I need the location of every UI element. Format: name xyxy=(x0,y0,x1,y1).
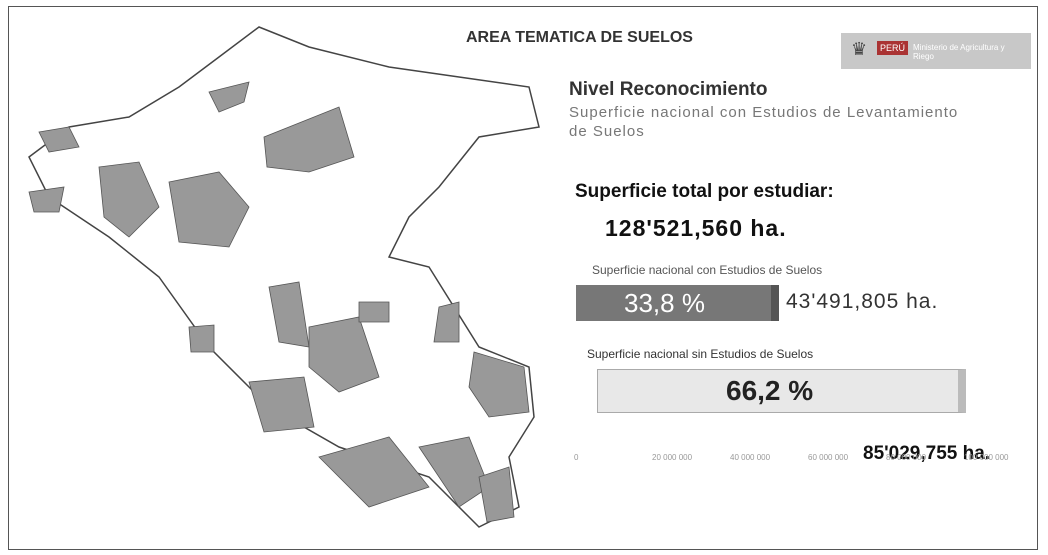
axis-tick-label: 40 000 000 xyxy=(730,453,770,462)
page: AREA TEMATICA DE SUELOS ♛ PERÚ Ministeri… xyxy=(0,0,1048,555)
heading: Nivel Reconocimiento xyxy=(569,79,768,101)
total-label: Superficie total por estudiar: xyxy=(575,181,834,203)
slide: AREA TEMATICA DE SUELOS ♛ PERÚ Ministeri… xyxy=(8,6,1038,550)
without-studies-label: Superficie nacional sin Estudios de Suel… xyxy=(587,347,813,361)
axis-tick-label: 20 000 000 xyxy=(652,453,692,462)
axis-tick-label: 80 000 000 xyxy=(886,453,926,462)
with-studies-bar: 33,8 % xyxy=(576,285,779,321)
logo: ♛ PERÚ Ministerio de Agricultura y Riego xyxy=(841,33,1031,69)
axis-tick-label: 100 000 000 xyxy=(964,453,1009,462)
peru-map xyxy=(9,7,569,550)
without-studies-bar: 66,2 % xyxy=(597,369,966,413)
with-studies-label: Superficie nacional con Estudios de Suel… xyxy=(592,263,822,277)
axis-tick-label: 0 xyxy=(574,453,578,462)
without-studies-percent: 66,2 % xyxy=(726,375,813,407)
axis-tick-label: 60 000 000 xyxy=(808,453,848,462)
with-studies-area: 43'491,805 ha. xyxy=(786,290,938,314)
subtitle: Superficie nacional con Estudios de Leva… xyxy=(569,103,969,141)
logo-ministry: Ministerio de Agricultura y Riego xyxy=(913,43,1023,61)
logo-country: PERÚ xyxy=(877,41,908,55)
with-studies-percent: 33,8 % xyxy=(624,288,705,319)
slide-title: AREA TEMATICA DE SUELOS xyxy=(466,29,693,47)
total-value: 128'521,560 ha. xyxy=(605,215,787,242)
